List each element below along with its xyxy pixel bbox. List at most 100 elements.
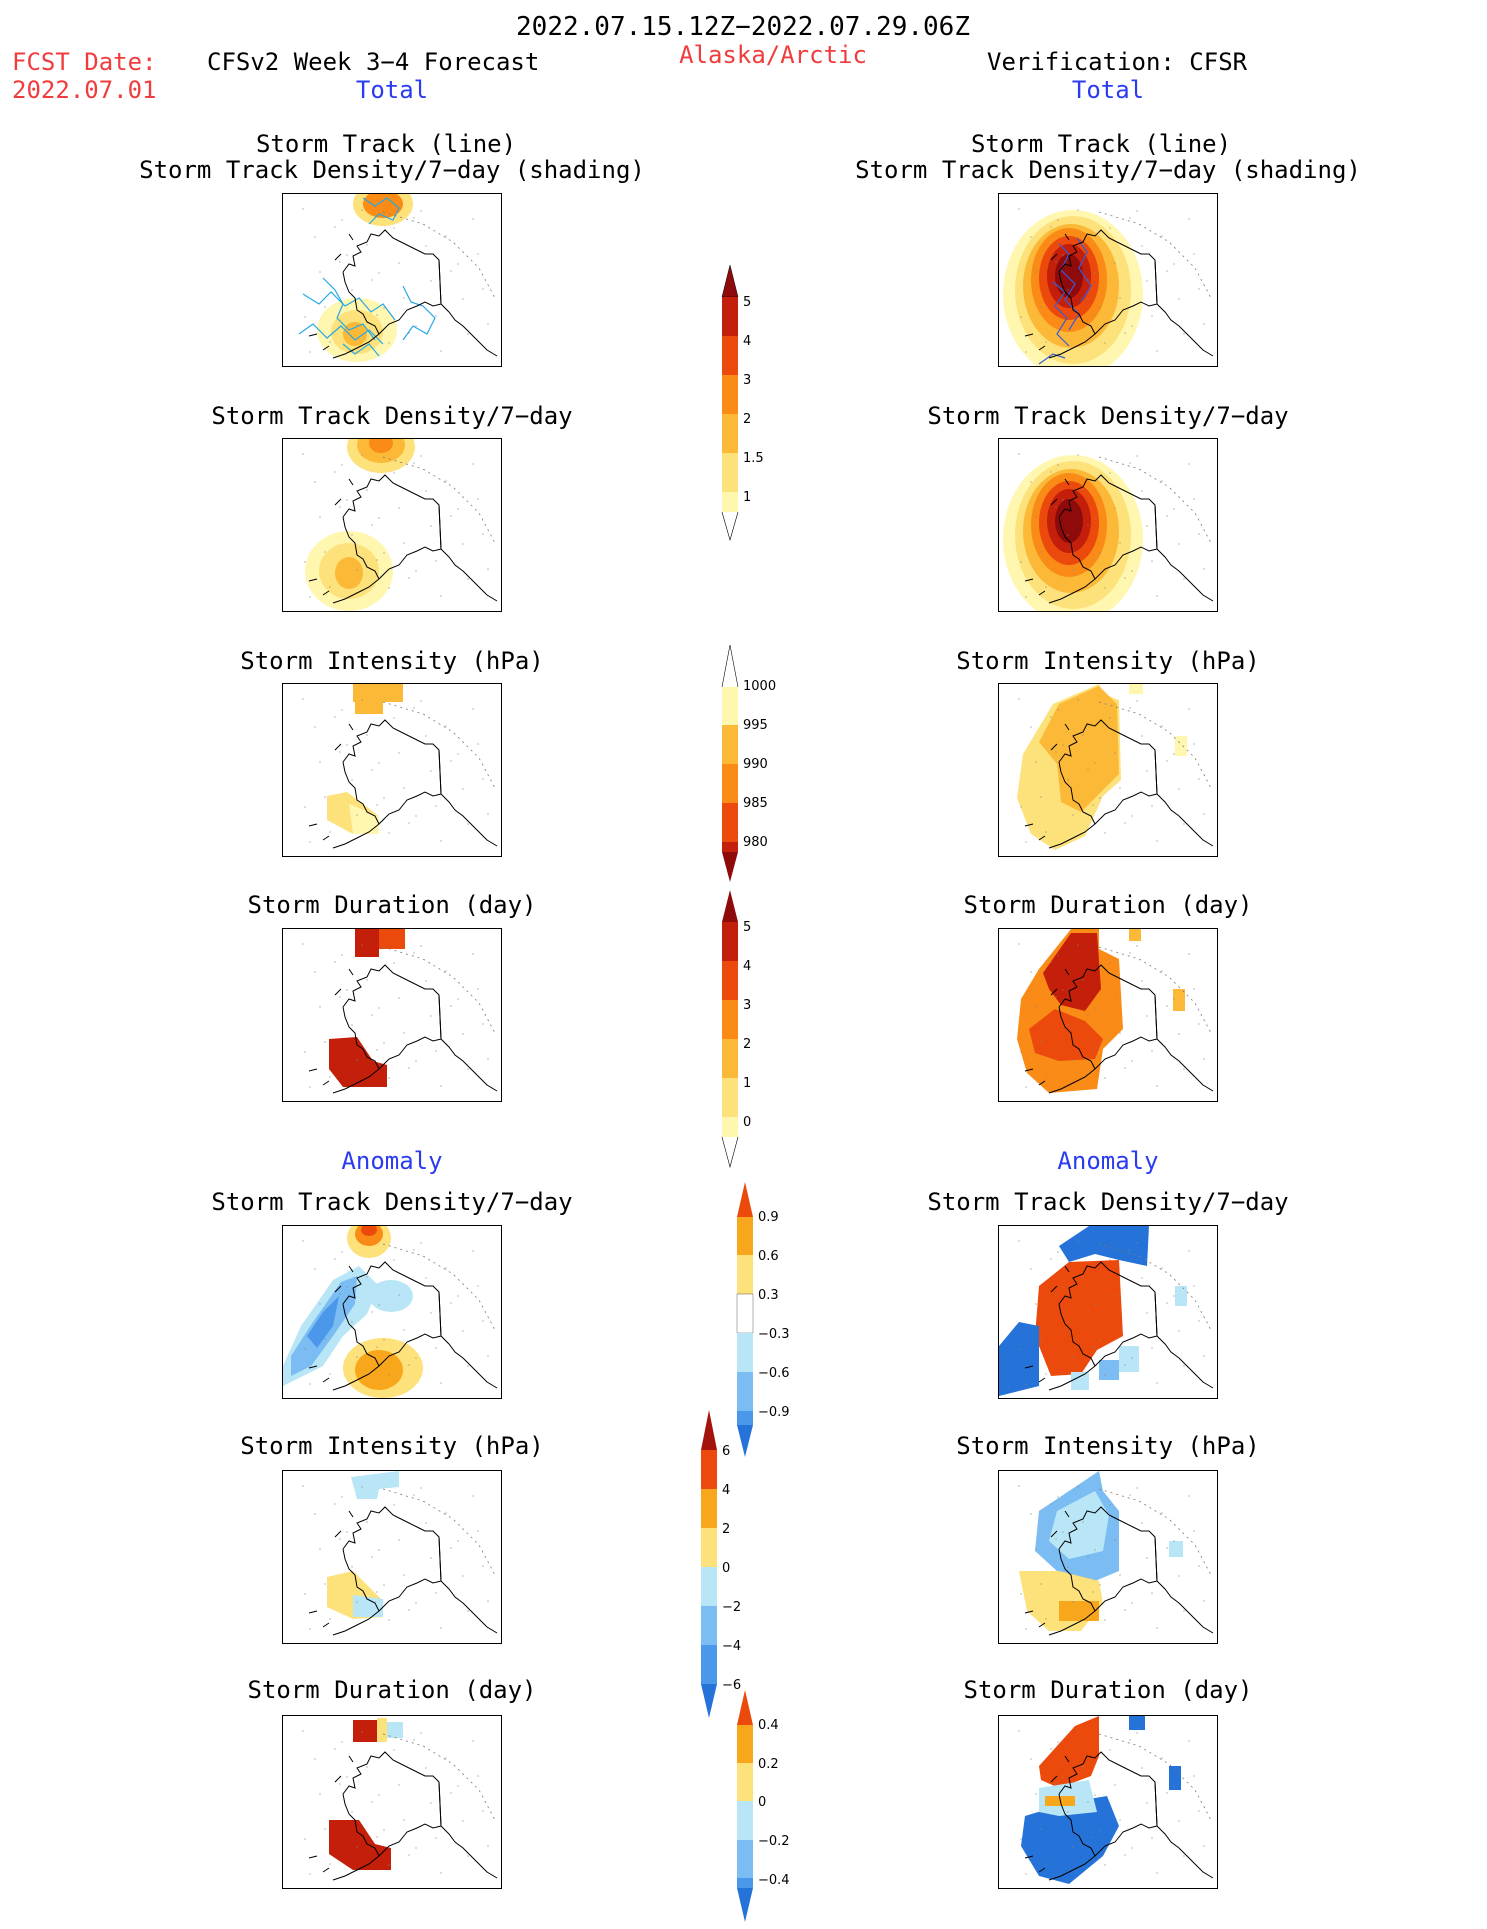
tick-label: 990 [743,757,768,772]
border-line [1154,1291,1158,1337]
grid-cell [1129,684,1143,694]
colorbar-arrow-min [721,1136,739,1169]
map-verification-duration-anomaly [998,1715,1218,1889]
storm-track-line [1038,353,1066,365]
tick-label: 980 [743,835,768,850]
shaded-area [1029,1009,1103,1061]
shaded-area [369,1280,413,1312]
left-track-shading-title: Storm Track Density/7−day (shading) [139,156,645,184]
grid-cell [355,702,383,714]
tick-label: 6 [722,1444,730,1459]
shaded-area [353,1595,383,1617]
latitude-line [382,1733,496,1821]
border-line [438,994,442,1040]
colorbar-duration-total: 5 4 3 2 1 0 [721,890,792,1174]
map-verification-density [998,438,1218,612]
coastline [1024,1751,1214,1881]
left-duration-title: Storm Duration (day) [247,891,537,919]
map-forecast-intensity-anomaly [282,1470,502,1644]
tick-label: −0.2 [758,1834,790,1849]
shaded-area [307,1296,339,1348]
colorbar-segment [722,492,738,512]
storm-track-line [298,323,384,345]
tick-label: 4 [722,1483,730,1498]
coastline [308,1506,498,1636]
colorbar-segment [737,1217,753,1255]
model-title: CFSv2 Week 3−4 Forecast [207,48,540,76]
shaded-area [1043,933,1101,1011]
coastline [1024,474,1214,604]
storm-track-line [322,277,376,341]
tick-label: 3 [743,998,751,1013]
coastline [308,474,498,604]
colorbar-segment [722,922,738,961]
colorbar-segment [722,764,738,803]
colorbar-segment [722,687,738,725]
coastline [1024,964,1214,1094]
tick-label: 0 [722,1561,730,1576]
coastline [1024,719,1214,849]
latitude-line [382,1488,496,1576]
tick-label: −2 [722,1600,741,1615]
left-density-title: Storm Track Density/7−day [211,402,573,430]
colorbar-arrow-max [737,1690,753,1725]
tick-label: 0.3 [758,1288,779,1303]
left-total-label: Total [355,76,429,104]
colorbar-segment [701,1528,717,1567]
map-verification-duration [998,928,1218,1102]
tick-label: 2 [743,1037,751,1052]
right-anom-intensity-title: Storm Intensity (hPa) [956,1432,1260,1460]
coastline [308,1751,498,1881]
left-anom-duration-title: Storm Duration (day) [247,1676,537,1704]
shaded-area [361,1226,377,1236]
graticule-dots [1018,208,1205,353]
tick-label: 1 [743,1076,751,1091]
map-forecast-duration [282,928,502,1102]
border-line [438,749,442,795]
shaded-area [1039,1716,1099,1788]
left-intensity-title: Storm Intensity (hPa) [240,647,544,675]
colorbar-segment [722,803,738,842]
colorbar-segment [701,1606,717,1645]
colorbar-segment [737,1411,753,1425]
map-verification-density-anomaly [998,1225,1218,1399]
shaded-area [369,439,393,453]
colorbar-arrow-min [722,852,738,882]
tick-label: −6 [722,1678,741,1693]
colorbar-segment [722,336,738,375]
right-anom-duration-title: Storm Duration (day) [963,1676,1253,1704]
colorbar-segment [722,1039,738,1078]
map-verification-intensity-anomaly [998,1470,1218,1644]
graticule-dots [302,1730,489,1875]
colorbar-segment [737,1763,753,1801]
colorbar-segment [722,1000,738,1039]
border-line [1154,1781,1158,1827]
graticule-dots [302,1240,489,1385]
colorbar-segment [722,453,738,492]
tick-label: 1.5 [743,451,764,466]
shaded-area [351,1471,399,1499]
latitude-line [382,946,496,1034]
storm-track-line [362,197,400,225]
right-anomaly-label: Anomaly [1057,1147,1159,1175]
colorbar-segment [722,375,738,414]
colorbar-segment [701,1450,717,1489]
latitude-line [382,211,496,299]
tick-label: 0.2 [758,1757,779,1772]
tick-label: 2 [743,412,751,427]
colorbar-segment [737,1801,753,1840]
shaded-area [999,1322,1039,1396]
shaded-area [1035,1260,1123,1376]
grid-cell [1169,1766,1181,1790]
border-line [1154,259,1158,305]
colorbar-segment [737,1840,753,1878]
latitude-line [382,456,496,544]
right-intensity-title: Storm Intensity (hPa) [956,647,1260,675]
graticule-dots [1018,1240,1205,1385]
verification-title: Verification: CFSR [987,48,1248,76]
colorbar-intensity-anomaly: 6 4 2 0 −2 −4 −6 [701,1410,771,1726]
map-verification-track [998,193,1218,367]
tick-label: 0 [758,1795,766,1810]
colorbar-segment [722,414,738,453]
right-track-line-title: Storm Track (line) [970,130,1232,158]
